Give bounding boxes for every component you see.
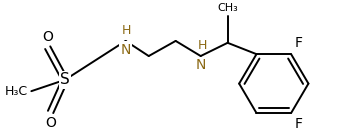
Text: H₃C: H₃C (4, 85, 27, 98)
Text: N: N (195, 58, 206, 72)
Text: O: O (45, 116, 56, 130)
Text: N: N (120, 43, 131, 57)
Text: S: S (60, 72, 70, 87)
Text: F: F (295, 36, 303, 50)
Text: H: H (122, 24, 131, 37)
Text: H: H (198, 39, 207, 52)
Text: CH₃: CH₃ (217, 3, 238, 13)
Text: F: F (295, 117, 303, 131)
Text: O: O (42, 30, 53, 44)
